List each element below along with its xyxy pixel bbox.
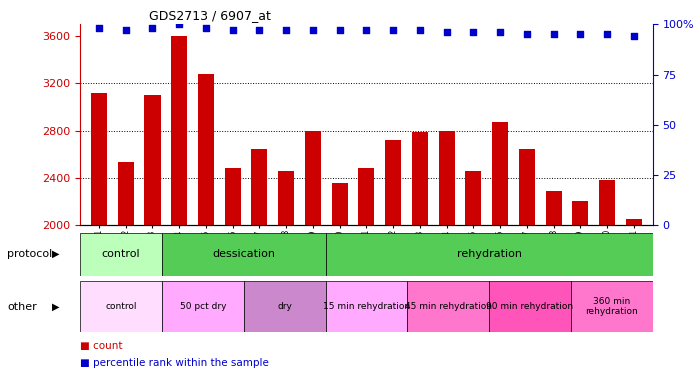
Text: control: control [105,302,137,311]
Text: rehydration: rehydration [456,249,521,259]
Point [307,27,318,33]
Bar [489,281,571,332]
Bar [626,219,642,225]
Point [441,29,452,35]
Bar [492,122,508,225]
Bar [225,168,241,225]
Bar [251,150,267,225]
Bar [162,281,244,332]
Bar [359,168,374,225]
Point [334,27,346,33]
Point [174,21,185,27]
Bar [198,74,214,225]
Text: 50 pct dry: 50 pct dry [179,302,226,311]
Bar [80,232,162,276]
Bar [80,281,162,332]
Text: protocol: protocol [7,249,52,259]
Bar [332,183,348,225]
Text: ▶: ▶ [52,302,60,312]
Text: ■ percentile rank within the sample: ■ percentile rank within the sample [80,357,269,368]
Text: ■ count: ■ count [80,340,123,351]
Point [200,26,211,32]
Bar [466,171,482,225]
Bar [438,130,454,225]
Bar [546,191,562,225]
Point [94,26,105,32]
Point [548,32,559,38]
Point [147,26,158,32]
Text: dessication: dessication [212,249,275,259]
Bar [279,171,295,225]
Bar [91,93,107,225]
Text: other: other [7,302,37,312]
Bar [305,130,321,225]
Point [602,32,613,38]
Bar [599,180,615,225]
Bar [412,132,428,225]
Point [361,27,372,33]
Text: 15 min rehydration: 15 min rehydration [323,302,410,311]
Text: ▶: ▶ [52,249,60,259]
Text: control: control [102,249,140,259]
Bar [325,232,653,276]
Bar [325,281,408,332]
Bar [572,201,588,225]
Point [521,32,533,38]
Point [227,27,238,33]
Point [628,33,639,39]
Point [281,27,292,33]
Bar [171,36,187,225]
Text: dry: dry [277,302,292,311]
Point [495,29,506,35]
Point [387,27,399,33]
Bar [519,150,535,225]
Bar [162,232,325,276]
Point [575,32,586,38]
Point [415,27,426,33]
Point [468,29,479,35]
Bar [244,281,325,332]
Bar [408,281,489,332]
Bar [571,281,653,332]
Text: GDS2713 / 6907_at: GDS2713 / 6907_at [149,9,271,22]
Text: 360 min
rehydration: 360 min rehydration [586,297,638,316]
Bar [144,95,161,225]
Bar [118,162,134,225]
Point [120,27,131,33]
Text: 90 min rehydration: 90 min rehydration [487,302,574,311]
Text: 45 min rehydration: 45 min rehydration [405,302,491,311]
Bar [385,140,401,225]
Point [254,27,265,33]
